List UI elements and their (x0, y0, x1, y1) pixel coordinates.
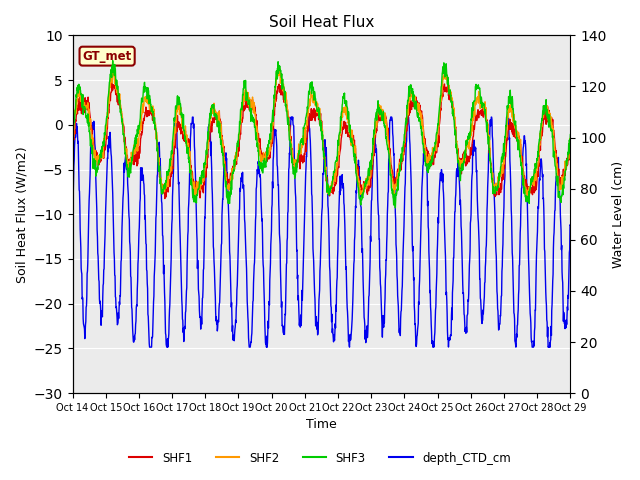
SHF3 (128, 159, 136, 165)
depth_CTD_cm (146, 344, 154, 350)
depth_CTD_cm (353, 190, 360, 196)
SHF2 (280, 91, 288, 97)
Legend: SHF1, SHF2, SHF3, depth_CTD_cm: SHF1, SHF2, SHF3, depth_CTD_cm (124, 447, 516, 469)
SHF3 (291, 168, 298, 174)
Y-axis label: Water Level (cm): Water Level (cm) (612, 161, 625, 268)
Line: SHF3: SHF3 (72, 60, 570, 208)
SHF1 (566, 146, 574, 152)
SHF1 (161, 196, 169, 202)
SHF3 (280, 85, 288, 91)
SHF2 (128, 152, 136, 157)
SHF1 (300, 153, 307, 159)
X-axis label: Time: Time (306, 419, 337, 432)
Line: depth_CTD_cm: depth_CTD_cm (72, 117, 570, 347)
depth_CTD_cm (108, 151, 115, 156)
SHF1 (291, 165, 298, 171)
Line: SHF2: SHF2 (72, 68, 570, 198)
SHF2 (566, 142, 574, 148)
SHF1 (280, 96, 288, 102)
SHF3 (109, 58, 116, 63)
Title: Soil Heat Flux: Soil Heat Flux (269, 15, 374, 30)
SHF1 (108, 79, 116, 85)
depth_CTD_cm (300, 242, 307, 248)
depth_CTD_cm (566, 222, 574, 228)
depth_CTD_cm (173, 114, 180, 120)
SHF2 (300, 141, 307, 146)
Line: SHF1: SHF1 (72, 82, 570, 199)
SHF3 (300, 125, 307, 131)
SHF1 (108, 89, 115, 95)
SHF1 (353, 159, 360, 165)
SHF3 (108, 67, 115, 72)
depth_CTD_cm (291, 166, 298, 172)
depth_CTD_cm (127, 291, 135, 297)
SHF3 (352, 170, 360, 176)
SHF2 (353, 167, 360, 172)
depth_CTD_cm (68, 221, 76, 227)
Y-axis label: Soil Heat Flux (W/m2): Soil Heat Flux (W/m2) (15, 146, 28, 283)
SHF1 (128, 161, 136, 167)
SHF2 (108, 79, 115, 84)
SHF1 (68, 139, 76, 145)
SHF2 (291, 168, 298, 173)
SHF2 (109, 65, 117, 71)
SHF2 (68, 137, 76, 143)
SHF3 (392, 205, 399, 211)
SHF3 (68, 132, 76, 138)
depth_CTD_cm (280, 332, 288, 337)
SHF2 (191, 195, 199, 201)
Text: GT_met: GT_met (83, 49, 132, 63)
SHF3 (566, 132, 574, 137)
